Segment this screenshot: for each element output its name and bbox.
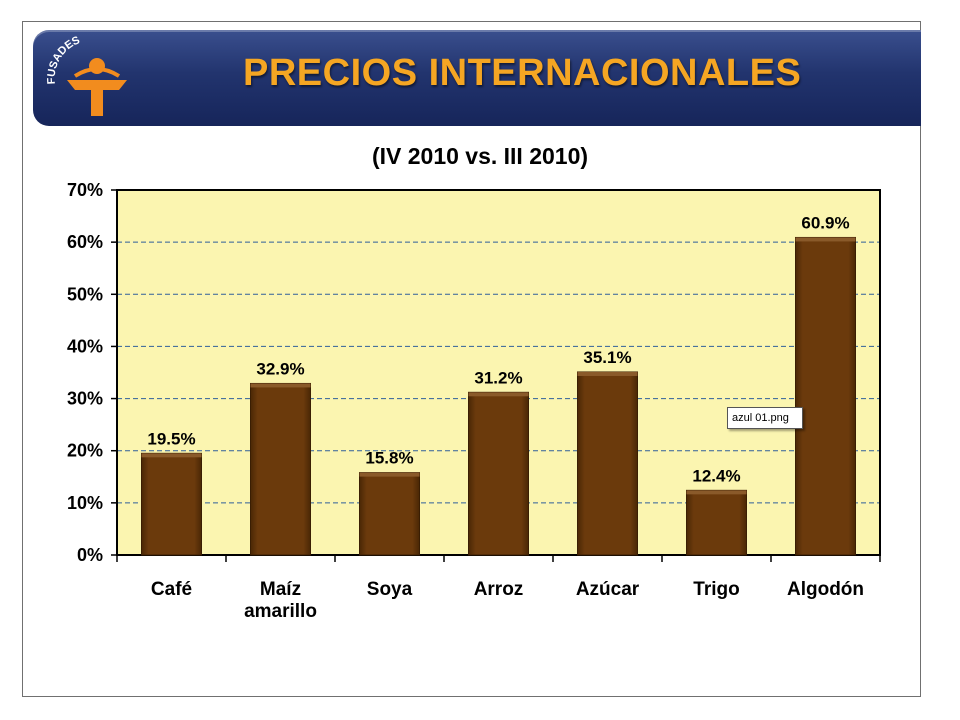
x-category-label: Azúcar (576, 579, 640, 600)
bar (686, 489, 747, 556)
bar (359, 472, 420, 556)
slide-title: PRECIOS INTERNACIONALES (243, 52, 802, 94)
data-label: 15.8% (365, 449, 413, 468)
x-category-label: Arroz (474, 579, 524, 600)
fusades-logo: FUSADES (46, 36, 127, 116)
x-category-label: Maíz (260, 579, 301, 600)
bar (468, 391, 529, 556)
data-label: 32.9% (256, 359, 304, 378)
x-category-label: amarillo (244, 601, 317, 622)
y-tick-label: 10% (67, 493, 103, 513)
data-label: 12.4% (692, 466, 740, 485)
title-banner: FUSADES PRECIOS INTERNACIONALES (33, 30, 921, 126)
chart-title: (IV 2010 vs. III 2010) (371, 143, 589, 169)
x-category-label: Trigo (693, 579, 739, 600)
data-label: 60.9% (801, 213, 849, 232)
bar (141, 452, 202, 556)
bar-top-bevel (795, 237, 856, 242)
x-category-label: Algodón (787, 579, 864, 600)
data-label: 35.1% (583, 348, 631, 367)
bar-top-bevel (141, 453, 202, 458)
image-tooltip: azul 01.png (727, 407, 803, 429)
y-tick-label: 70% (67, 180, 103, 200)
bar-top-bevel (686, 490, 747, 495)
bar (577, 371, 638, 556)
bar-top-bevel (359, 472, 420, 477)
bar-top-bevel (468, 392, 529, 397)
bar (795, 236, 856, 556)
bar (250, 382, 311, 556)
bar-top-bevel (577, 371, 638, 376)
x-category-label: Café (151, 579, 192, 600)
y-tick-label: 0% (77, 545, 103, 565)
y-tick-label: 20% (67, 441, 103, 461)
data-label: 19.5% (147, 429, 195, 448)
y-tick-label: 50% (67, 284, 103, 304)
x-category-label: Soya (367, 579, 413, 600)
y-tick-label: 30% (67, 389, 103, 409)
y-tick-label: 40% (67, 336, 103, 356)
bar-top-bevel (250, 383, 311, 388)
data-label: 31.2% (474, 368, 522, 387)
y-tick-label: 60% (67, 232, 103, 252)
